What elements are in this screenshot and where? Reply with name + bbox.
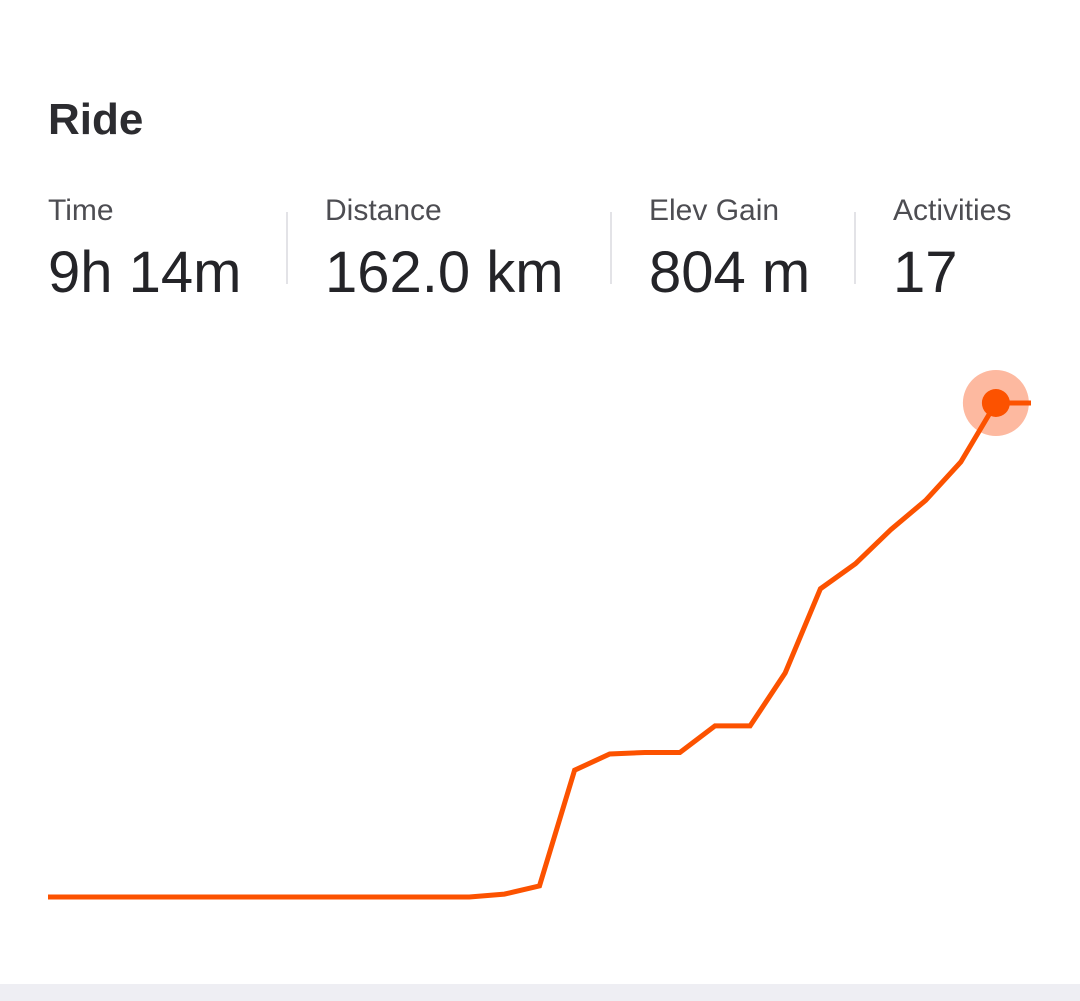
stat-time-value: 9h 14m	[48, 240, 242, 305]
stat-time: Time 9h 14m	[48, 192, 241, 306]
stat-divider	[286, 212, 288, 284]
stat-elev-gain-value: 804 m	[649, 240, 811, 305]
stat-activities-value: 17	[893, 240, 958, 305]
stat-time-label: Time	[48, 194, 114, 227]
stat-distance-value: 162.0 km	[325, 240, 564, 305]
stat-activities: Activities 17	[893, 192, 1011, 306]
stat-elev-gain: Elev Gain 804 m	[649, 192, 810, 306]
current-point-marker[interactable]	[981, 389, 1010, 417]
card-title: Ride	[48, 95, 144, 144]
stat-distance-label: Distance	[325, 194, 442, 227]
stat-divider	[854, 212, 856, 284]
stat-divider	[610, 212, 612, 284]
stat-elev-gain-label: Elev Gain	[649, 194, 780, 227]
series-line	[48, 400, 1031, 900]
stat-distance: Distance 162.0 km	[325, 192, 564, 306]
stat-activities-label: Activities	[893, 194, 1012, 227]
bottom-strip	[0, 984, 1080, 1001]
